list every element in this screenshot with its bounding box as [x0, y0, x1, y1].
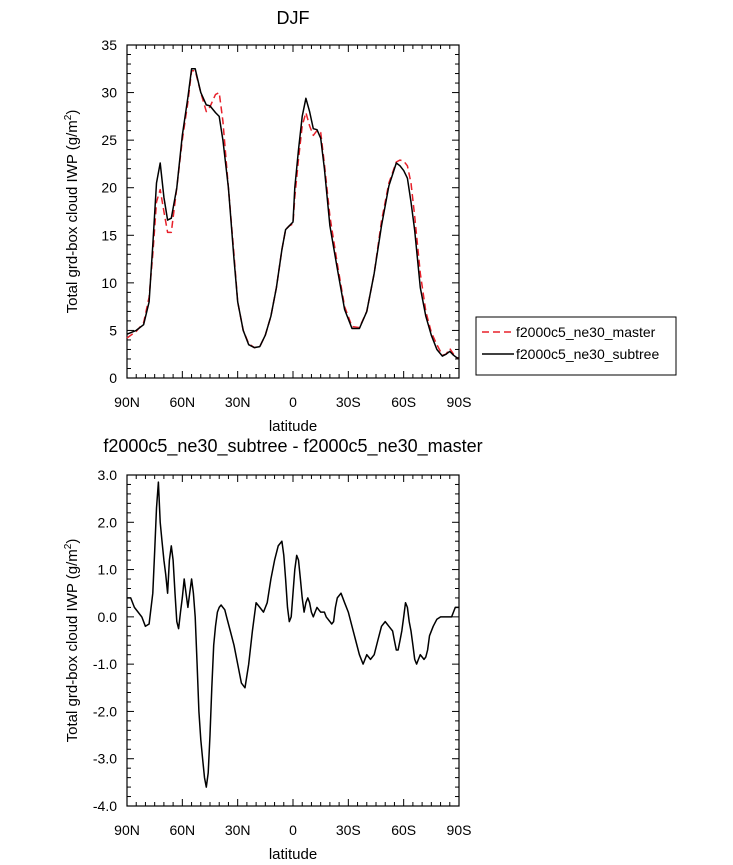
y-tick-label: 5	[109, 322, 117, 338]
y-tick-label: 3.0	[98, 467, 118, 483]
plot-frame	[126, 474, 460, 807]
series-line-series-1	[127, 481, 459, 788]
y-tick-label: -1.0	[93, 656, 117, 672]
chart-panel-1: DJF 90N 60N 30N 0 30S 60S 90S 0 5 10 15 20 25 30 35 lati…	[63, 8, 677, 435]
x-tick-label: 90N	[114, 394, 140, 410]
y-tick-label: -2.0	[93, 703, 117, 719]
x-tick-label: 60S	[391, 394, 416, 410]
y-tick-label: 35	[101, 37, 117, 53]
x-tick-label: 0	[289, 394, 297, 410]
x-tick-label: 30N	[225, 822, 251, 838]
chart-panel-2: f2000c5_ne30_subtree - f2000c5_ne30_mast…	[63, 436, 483, 863]
x-tick-label: 0	[289, 822, 297, 838]
x-tick-label: 60S	[391, 822, 416, 838]
y-axis-label: Total grd-box cloud IWP (g/m2)	[63, 539, 81, 743]
legend-box	[475, 316, 677, 376]
x-tick-label: 30N	[225, 394, 251, 410]
tick-marks	[126, 44, 460, 379]
y-tick-label: 30	[101, 85, 117, 101]
x-tick-label: 90S	[447, 394, 472, 410]
y-tick-label: 10	[101, 275, 117, 291]
x-tick-label: 90S	[447, 822, 472, 838]
y-tick-label: 1.0	[98, 562, 118, 578]
x-axis-label: latitude	[269, 418, 317, 435]
x-tick-label: 60N	[169, 822, 195, 838]
y-tick-label: 25	[101, 132, 117, 148]
y-tick-label: -3.0	[93, 751, 117, 767]
chart-title: DJF	[277, 8, 310, 28]
x-tick-label: 60N	[169, 394, 195, 410]
series-line-f2000c5_ne30_subtree	[126, 68, 459, 359]
y-tick-label: 20	[101, 180, 117, 196]
y-axis-label: Total grd-box cloud IWP (g/m2)	[63, 110, 81, 314]
y-tick-label: 0	[109, 370, 117, 386]
legend: f2000c5_ne30_master f2000c5_ne30_subtree	[475, 316, 677, 376]
x-tick-label: 30S	[336, 822, 361, 838]
x-tick-label: 90N	[114, 822, 140, 838]
x-tick-label: 30S	[336, 394, 361, 410]
legend-entry: f2000c5_ne30_master	[516, 324, 656, 340]
y-tick-label: 2.0	[98, 514, 118, 530]
y-tick-label: 15	[101, 227, 117, 243]
tick-marks	[126, 474, 460, 807]
y-tick-label: -4.0	[93, 798, 117, 814]
chart-title: f2000c5_ne30_subtree - f2000c5_ne30_mast…	[103, 436, 482, 457]
legend-entry: f2000c5_ne30_subtree	[516, 346, 659, 362]
x-axis-label: latitude	[269, 846, 317, 863]
y-tick-label: 0.0	[98, 609, 118, 625]
